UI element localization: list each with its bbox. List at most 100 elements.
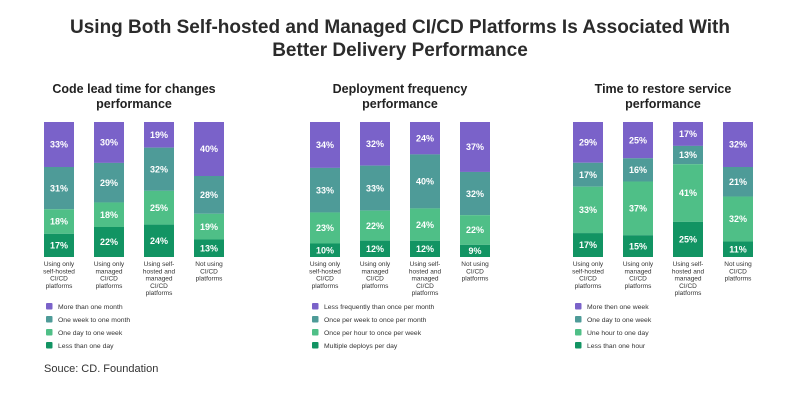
bar-segment-one-day-to-one-week [673, 145, 703, 165]
data-label: 16% [629, 165, 647, 175]
bar-segment-more-then-one-week [573, 122, 603, 163]
data-label: 15% [629, 241, 647, 251]
legend-label: One week to one month [58, 317, 130, 324]
data-label: 21% [729, 177, 747, 187]
bar-segment-multiple-deploys-per-day [460, 244, 490, 257]
bar-segment-less-than-one-day [94, 227, 124, 257]
bar-segment-more-than-one-month [144, 122, 174, 148]
category-label: CI/CD [416, 283, 434, 290]
legend-swatch [312, 316, 319, 323]
legend-swatch [312, 342, 319, 349]
legend-label: Multiple deploys per day [324, 343, 398, 350]
bar-segment-less-than-one-hour [673, 221, 703, 257]
data-label: 17% [579, 170, 597, 180]
bar-segment-multiple-deploys-per-day [360, 240, 390, 257]
figure-title-line-2: Better Delivery Performance [272, 40, 528, 61]
category-label: self-hosted [43, 268, 75, 275]
category-label: managed [411, 276, 438, 283]
data-label: 41% [679, 188, 697, 198]
bar-segment-once-per-hour-to-once-per-week [360, 210, 390, 241]
source-note: Souce: CD. Foundation [44, 363, 159, 375]
panel-2-title-line-2: performance [362, 97, 438, 111]
category-label: platforms [146, 290, 173, 297]
data-label: 30% [100, 138, 118, 148]
legend-label: Less than one day [58, 343, 114, 350]
category-label: Not using [195, 261, 223, 268]
data-label: 11% [729, 244, 747, 254]
category-label: platforms [46, 283, 73, 290]
data-label: 37% [466, 142, 484, 152]
category-label: Using only [360, 261, 391, 268]
bar-segment-une-hour-to-one-day [623, 181, 653, 236]
bar-segment-once-per-week-to-once-per-month [360, 165, 390, 211]
data-label: 25% [150, 203, 168, 213]
data-label: 24% [416, 133, 434, 143]
category-label: hosted and [672, 268, 705, 275]
bar-segment-one-day-to-one-week [573, 162, 603, 187]
data-label: 19% [200, 222, 218, 232]
legend-label: Less frequently than once per month [324, 304, 435, 311]
bar-segment-less-than-one-day [44, 233, 74, 257]
category-label: Using self- [144, 261, 175, 268]
category-label: managed [95, 268, 122, 275]
data-label: 33% [579, 205, 597, 215]
data-label: 13% [679, 150, 697, 160]
bar-segment-multiple-deploys-per-day [410, 240, 440, 257]
data-label: 17% [50, 241, 68, 251]
data-label: 10% [316, 245, 334, 255]
data-label: 22% [100, 237, 118, 247]
data-label: 33% [50, 140, 68, 150]
bar-segment-once-per-week-to-once-per-month [410, 154, 440, 209]
bar-segment-less-frequently-than-once-per-month [360, 122, 390, 166]
category-label: platforms [412, 290, 439, 297]
legend-swatch [312, 329, 319, 336]
legend-swatch [575, 316, 582, 323]
bar-segment-less-than-one-hour [573, 233, 603, 257]
category-label: hosted and [143, 268, 176, 275]
category-label: Using self- [410, 261, 441, 268]
data-label: 17% [579, 240, 597, 250]
legend-swatch [575, 303, 582, 310]
data-label: 9% [468, 246, 481, 256]
data-label: 12% [416, 244, 434, 254]
data-label: 22% [366, 221, 384, 231]
category-label: platforms [196, 276, 223, 283]
panel-1-title-line-2: performance [96, 97, 172, 111]
data-label: 33% [316, 185, 334, 195]
bar-segment-once-per-hour-to-once-per-week [310, 212, 340, 244]
category-label: Not using [461, 261, 489, 268]
category-label: CI/CD [316, 276, 334, 283]
bar-segment-one-day-to-one-week [623, 158, 653, 182]
bar-segment-one-day-to-one-week [194, 213, 224, 240]
bar-segment-one-week-to-one-month [144, 147, 174, 191]
category-label: Using only [310, 261, 341, 268]
category-label: CI/CD [50, 276, 68, 283]
category-label: self-hosted [572, 268, 604, 275]
data-label: 32% [150, 164, 168, 174]
category-label: Using only [44, 261, 75, 268]
legend-label: Once per week to once per month [324, 317, 427, 324]
bar-segment-une-hour-to-one-day [573, 186, 603, 234]
data-label: 18% [100, 210, 118, 220]
bar-segment-less-than-one-day [194, 239, 224, 257]
category-label: platforms [312, 283, 339, 290]
data-label: 32% [729, 214, 747, 224]
panel-3-title-line-1: Time to restore service [595, 82, 732, 96]
data-label: 32% [366, 139, 384, 149]
data-label: 33% [366, 183, 384, 193]
legend-label: One day to one week [58, 330, 123, 337]
panel-1-title-line-1: Code lead time for changes [52, 82, 215, 96]
category-label: CI/CD [579, 276, 597, 283]
bar-segment-more-then-one-week [673, 122, 703, 146]
figure-title-line-1: Using Both Self-hosted and Managed CI/CD… [70, 17, 730, 38]
category-label: hosted and [409, 268, 442, 275]
category-label: Using only [623, 261, 654, 268]
category-label: managed [674, 276, 701, 283]
category-label: self-hosted [309, 268, 341, 275]
bar-segment-one-week-to-one-month [194, 176, 224, 214]
category-label: CI/CD [200, 268, 218, 275]
